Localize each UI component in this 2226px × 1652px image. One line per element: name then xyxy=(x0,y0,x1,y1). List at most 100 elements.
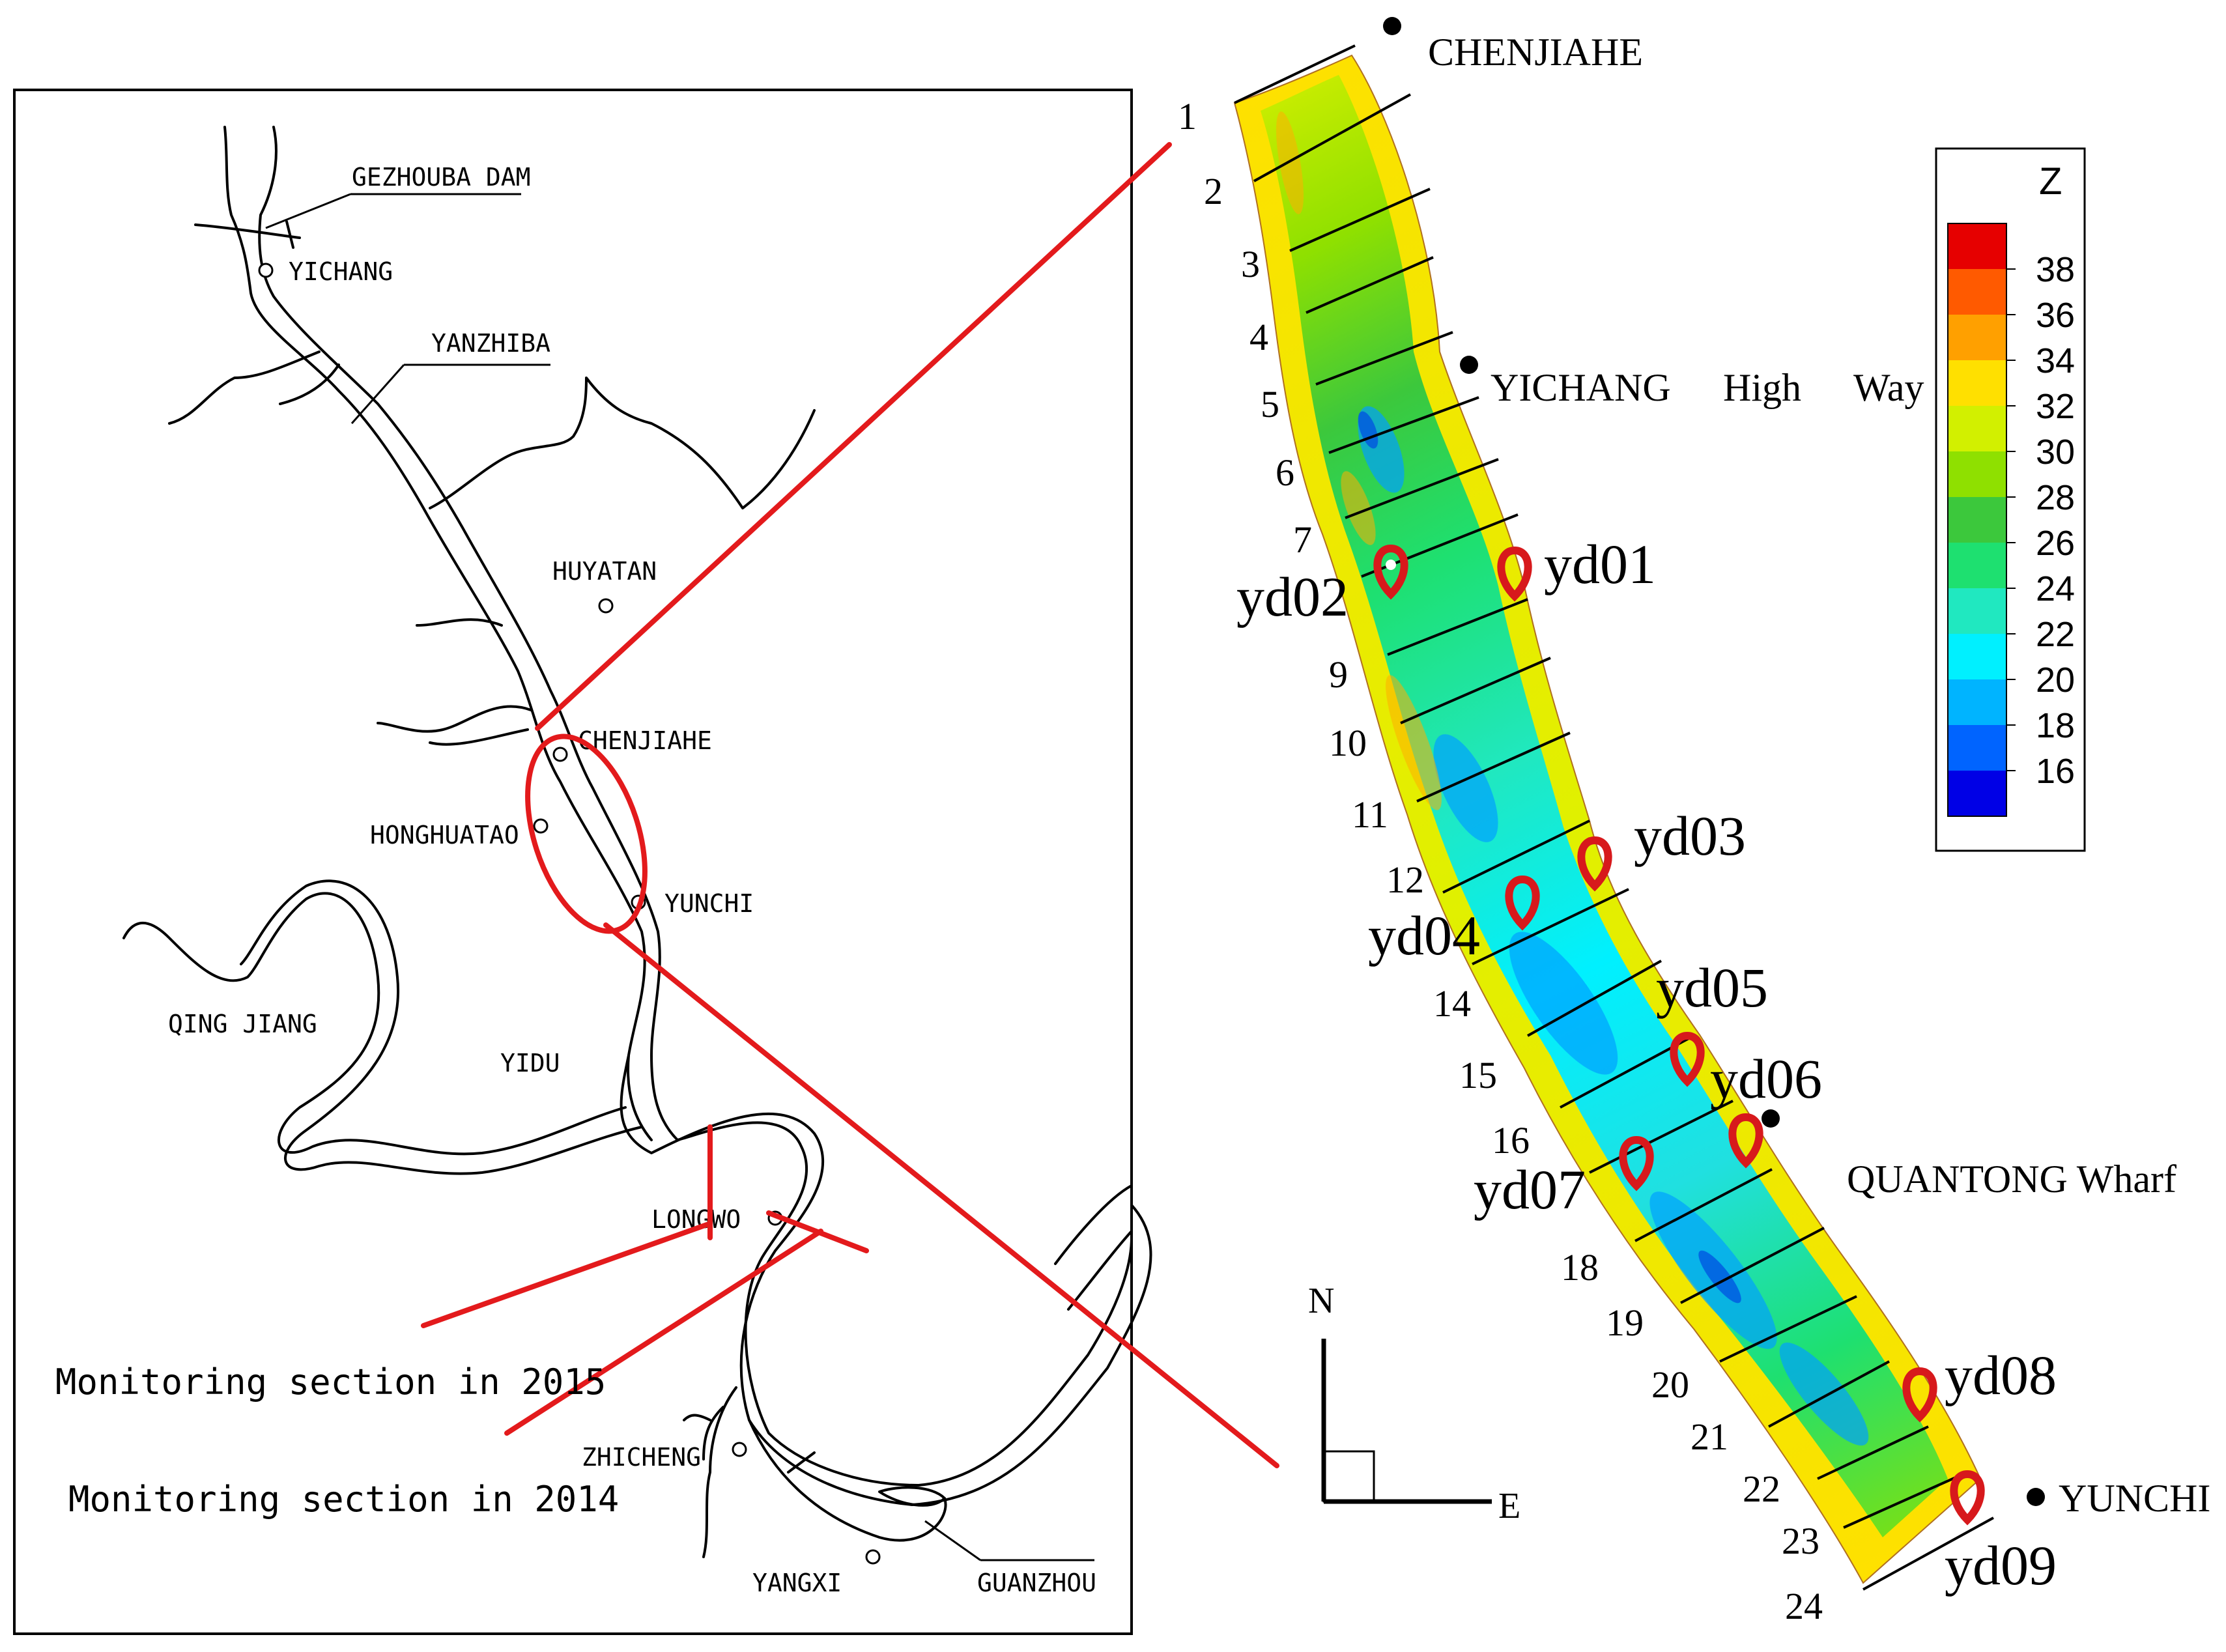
section-number: 18 xyxy=(1561,1246,1599,1289)
label-yichang-highway-3: Way xyxy=(1853,366,1924,409)
label-quantong-wharf: QUANTONG Wharf xyxy=(1847,1158,2176,1201)
colorbar-swatch xyxy=(1948,771,2006,817)
label-zhicheng: ZHICHENG xyxy=(582,1443,701,1472)
section-number: 9 xyxy=(1329,653,1348,696)
section-number: 14 xyxy=(1433,982,1471,1025)
study-reach-ellipse xyxy=(525,733,648,934)
label-qing-jiang: QING JIANG xyxy=(168,1010,317,1038)
section-number: 22 xyxy=(1743,1468,1780,1510)
overview-label-leaders xyxy=(265,193,1094,1561)
colorbar-swatch xyxy=(1948,543,2006,589)
colorbar-tick-label: 30 xyxy=(2036,433,2075,472)
compass-north: N xyxy=(1308,1281,1334,1321)
detail-place-dots xyxy=(1383,17,2045,1506)
river-channel-depth xyxy=(1261,75,1948,1537)
label-yunchi-detail: YUNCHI xyxy=(2059,1477,2210,1520)
colorbar-tick-label: 26 xyxy=(2036,524,2075,563)
pin-yd05 xyxy=(1670,1031,1705,1087)
colorbar-tick-label: 22 xyxy=(2036,615,2075,654)
colorbar-swatch xyxy=(1948,725,2006,771)
section-number: 3 xyxy=(1241,243,1260,285)
label-guanzhou: GUANZHOU xyxy=(977,1569,1096,1597)
label-chenjiahe-overview: CHENJIAHE xyxy=(578,726,712,755)
station-label-yd04: yd04 xyxy=(1368,904,1480,967)
colorbar-swatch xyxy=(1948,451,2006,498)
label-yangxi: YANGXI xyxy=(752,1569,842,1597)
colorbar-tick-label: 34 xyxy=(2036,341,2075,380)
pin-yd08 xyxy=(1902,1367,1937,1423)
section-number: 24 xyxy=(1785,1585,1823,1627)
station-label-yd01: yd01 xyxy=(1544,533,1656,595)
colorbar-title: Z xyxy=(2039,160,2062,203)
colorbar-swatch xyxy=(1948,588,2006,634)
label-yichang-highway-1: YICHANG xyxy=(1491,366,1671,409)
section-number: 21 xyxy=(1691,1416,1728,1458)
station-label-yd08: yd08 xyxy=(1945,1344,2057,1406)
section-number: 11 xyxy=(1352,793,1388,836)
section-number: 5 xyxy=(1261,383,1279,425)
pin-yd07 xyxy=(1619,1135,1654,1191)
section-number: 16 xyxy=(1492,1119,1530,1161)
colorbar-swatch xyxy=(1948,223,2006,270)
cross-section-lines xyxy=(1234,44,1994,1591)
pin-yd02 xyxy=(1373,544,1408,600)
label-yichang-highway-2: High xyxy=(1723,366,1801,409)
colorbar-swatch xyxy=(1948,315,2006,361)
label-yidu: YIDU xyxy=(500,1049,560,1077)
section-number: 12 xyxy=(1386,859,1424,901)
legend-section-2015: Monitoring section in 2015 xyxy=(55,1361,606,1403)
pin-yd06 xyxy=(1728,1113,1763,1169)
section-number: 23 xyxy=(1782,1520,1819,1562)
colorbar-swatch xyxy=(1948,269,2006,315)
label-yichang: YICHANG xyxy=(289,257,393,286)
colorbar-ticks: 38 36 34 32 30 28 26 24 22 20 18 16 xyxy=(2006,250,2075,791)
compass-east: E xyxy=(1498,1486,1520,1526)
section-number: 15 xyxy=(1459,1054,1497,1096)
station-label-yd06: yd06 xyxy=(1710,1047,1822,1110)
colorbar-tick-label: 16 xyxy=(2036,752,2075,791)
detail-river-reach xyxy=(1233,54,1982,1584)
colorbar-swatch xyxy=(1948,679,2006,726)
label-chenjiahe-detail: CHENJIAHE xyxy=(1428,31,1643,74)
leader-2014 xyxy=(504,1229,823,1436)
overview-place-markers xyxy=(258,263,881,1565)
legend-section-2014: Monitoring section in 2014 xyxy=(68,1479,619,1520)
overview-river-lines xyxy=(122,126,1152,1558)
section-number: 2 xyxy=(1204,170,1223,212)
station-label-yd07: yd07 xyxy=(1474,1158,1586,1221)
station-label-yd05: yd05 xyxy=(1656,956,1768,1019)
colorbar-tick-label: 24 xyxy=(2036,569,2075,608)
pin-yd09 xyxy=(1950,1470,1985,1526)
section-number: 19 xyxy=(1606,1302,1644,1344)
colorbar-tick-label: 38 xyxy=(2036,250,2075,289)
colorbar-swatches xyxy=(1947,223,2007,817)
section-number: 10 xyxy=(1329,722,1367,764)
colorbar-swatch xyxy=(1948,497,2006,543)
section-number: 20 xyxy=(1651,1363,1689,1406)
monitoring-annotations xyxy=(421,142,1279,1468)
section-number: 7 xyxy=(1293,519,1312,561)
colorbar-legend: Z 38 36 34 32 30 28 26 24 22 20 18 16 xyxy=(1935,147,2086,852)
pin-yd04 xyxy=(1505,875,1540,931)
very-deep-spots xyxy=(1358,411,1741,1303)
shallow-bars xyxy=(1276,111,1442,810)
label-honghuatao: HONGHUATAO xyxy=(370,821,519,849)
section-number: 6 xyxy=(1276,451,1294,494)
colorbar-swatch xyxy=(1948,360,2006,406)
station-label-yd03: yd03 xyxy=(1634,805,1746,867)
station-label-yd02: yd02 xyxy=(1236,565,1348,628)
label-huyatan: HUYATAN xyxy=(552,557,657,586)
station-pins xyxy=(1373,544,1985,1526)
pin-yd03 xyxy=(1577,836,1612,892)
colorbar-tick-label: 32 xyxy=(2036,387,2075,426)
colorbar-tick-label: 36 xyxy=(2036,296,2075,335)
section-number: 4 xyxy=(1249,316,1268,358)
zoom-line-upper xyxy=(535,142,1172,731)
label-yanzhiba: YANZHIBA xyxy=(431,329,550,358)
section-number: 1 xyxy=(1178,95,1197,137)
zoom-line-lower xyxy=(603,922,1279,1468)
label-yunchi-overview: YUNCHI xyxy=(664,889,754,918)
station-label-yd09: yd09 xyxy=(1945,1534,2057,1597)
overview-map-frame xyxy=(13,89,1133,1635)
